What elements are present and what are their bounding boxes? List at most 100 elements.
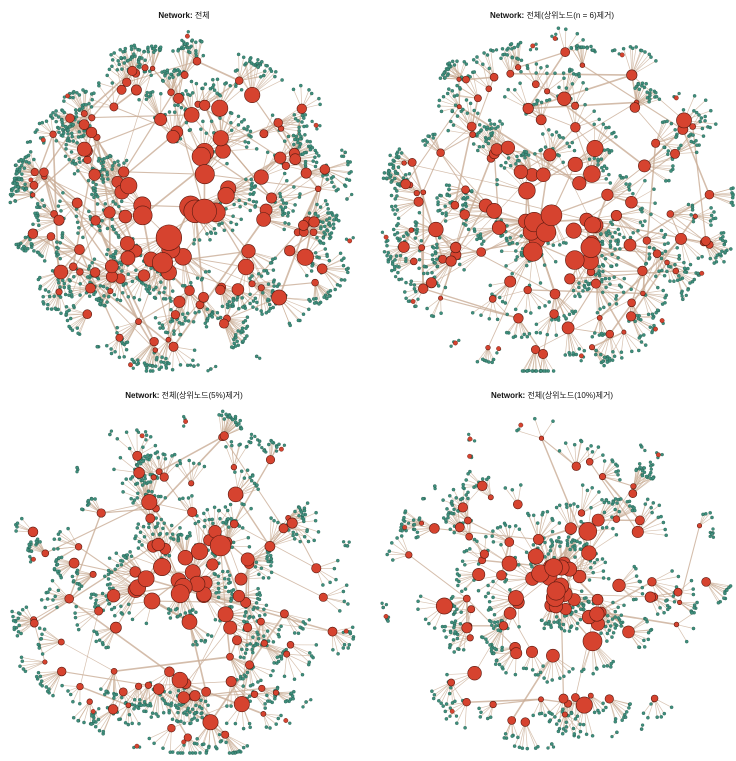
leaf-node <box>444 183 449 187</box>
leaf-node <box>24 249 28 253</box>
leaf-node <box>506 87 510 92</box>
leaf-node <box>513 307 518 312</box>
hub-node <box>513 164 529 179</box>
leaf-node <box>106 177 110 181</box>
leaf-node <box>570 309 574 314</box>
leaf-node <box>89 105 94 109</box>
leaf-node <box>610 252 614 257</box>
hub-node <box>418 283 429 294</box>
edge <box>621 332 625 353</box>
leaf-node <box>332 185 336 189</box>
leaf-node <box>302 116 306 120</box>
leaf-node <box>714 122 718 126</box>
leaf-node <box>513 88 517 92</box>
leaf-node <box>180 283 185 288</box>
leaf-node <box>500 299 505 304</box>
edge <box>161 339 169 358</box>
leaf-node <box>255 300 259 305</box>
hub-node <box>506 69 515 78</box>
leaf-node <box>259 60 264 64</box>
leaf-node <box>77 93 82 97</box>
hub-node <box>400 178 411 190</box>
leaf-node <box>172 329 176 333</box>
leaf-node <box>682 266 687 271</box>
leaf-node <box>662 242 667 247</box>
leaf-node <box>214 364 218 369</box>
leaf-node <box>534 102 539 106</box>
hub-node <box>543 148 557 162</box>
leaf-node <box>398 253 403 258</box>
hub-node <box>311 278 319 287</box>
leaf-node <box>583 102 587 107</box>
leaf-node <box>42 204 47 208</box>
leaf-node <box>534 71 538 75</box>
edge <box>121 321 139 339</box>
leaf-node <box>594 348 598 353</box>
leaf-node <box>131 366 135 370</box>
leaf-node <box>259 75 263 79</box>
leaf-node <box>301 312 306 316</box>
edge <box>609 334 613 361</box>
leaf-node <box>149 44 154 48</box>
leaf-node <box>199 278 204 282</box>
leaf-node <box>686 288 690 292</box>
leaf-node <box>480 242 484 246</box>
hub-node <box>319 164 330 175</box>
leaf-node <box>90 261 94 265</box>
leaf-node <box>229 111 234 116</box>
leaf-node <box>723 250 728 254</box>
hub-node <box>531 80 540 89</box>
leaf-node <box>709 206 713 210</box>
leaf-node <box>307 211 312 215</box>
leaf-node <box>310 145 315 150</box>
leaf-node <box>78 293 82 297</box>
leaf-node <box>163 286 167 290</box>
leaf-node <box>267 302 272 307</box>
leaf-node <box>613 230 617 235</box>
leaf-node <box>634 45 638 49</box>
leaf-node <box>662 145 666 150</box>
leaf-node <box>557 85 561 90</box>
leaf-node <box>100 218 104 223</box>
title-prefix: Network: <box>125 391 160 400</box>
leaf-node <box>602 363 606 368</box>
leaf-node <box>457 338 461 343</box>
leaf-node <box>542 263 547 267</box>
leaf-node <box>495 317 500 322</box>
leaf-node <box>252 190 256 195</box>
leaf-node <box>135 362 139 367</box>
edge <box>535 72 548 92</box>
hub-node <box>490 143 503 156</box>
panel-title: Network: 전체 <box>0 10 368 21</box>
leaf-node <box>433 132 437 137</box>
hub-node <box>184 33 190 39</box>
leaf-node <box>450 89 455 93</box>
leaf-node <box>526 153 531 157</box>
leaf-node <box>227 300 231 304</box>
hub-node <box>536 167 551 183</box>
leaf-node <box>441 94 446 99</box>
leaf-node <box>119 199 124 204</box>
leaf-node <box>149 266 153 270</box>
leaf-node <box>614 135 618 139</box>
leaf-node <box>663 295 667 300</box>
hub-node <box>537 348 549 360</box>
leaf-node <box>401 234 406 239</box>
leaf-node <box>148 69 152 73</box>
leaf-node <box>297 125 301 130</box>
leaf-node <box>514 249 518 253</box>
leaf-node <box>71 159 76 163</box>
leaf-node <box>184 89 188 93</box>
leaf-node <box>503 301 508 305</box>
leaf-node <box>607 125 611 130</box>
leaf-node <box>587 157 592 161</box>
leaf-node <box>250 274 254 278</box>
leaf-node <box>468 101 473 106</box>
leaf-node <box>44 119 49 123</box>
leaf-node <box>709 213 714 218</box>
leaf-node <box>599 157 604 161</box>
hub-node <box>474 94 482 103</box>
leaf-node <box>471 142 476 146</box>
leaf-node <box>435 196 439 200</box>
hub-node <box>653 326 658 332</box>
